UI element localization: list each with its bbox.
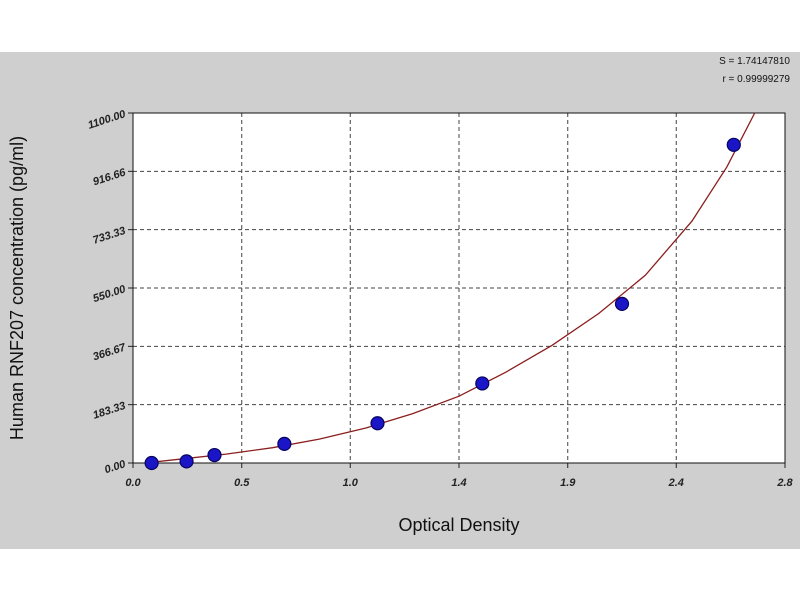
y-tick-label: 733.33 <box>91 225 127 247</box>
point-layer <box>144 137 741 471</box>
y-tick-label: 183.33 <box>91 400 127 422</box>
stat-s: S = 1.74147810 <box>719 56 790 67</box>
y-tick-label: 366.67 <box>91 341 128 363</box>
x-tick-label: 0.0 <box>125 477 141 489</box>
y-axis-title: Human RNF207 concentration (pg/ml) <box>7 136 27 440</box>
data-point <box>614 296 630 312</box>
x-tick-label: 1.9 <box>560 477 576 489</box>
plot-frame <box>132 112 786 464</box>
data-point <box>144 455 159 471</box>
chart-panel: S = 1.74147810 r = 0.99999279 0.0 0.5 1.0 1… <box>0 52 800 549</box>
x-tick-label: 0.5 <box>234 477 250 489</box>
y-tick-label: 550.00 <box>91 283 128 305</box>
chart-svg: 0.0 0.5 1.0 1.4 1.9 2.4 2.8 0.00 183.33 366.67 550… <box>7 108 794 535</box>
grid-layer <box>133 113 785 463</box>
data-point <box>726 137 741 152</box>
data-point <box>277 436 292 452</box>
data-point <box>370 416 385 431</box>
y-tick-label: 916.66 <box>91 166 128 188</box>
x-tick-label: 1.4 <box>451 477 466 489</box>
data-point <box>207 447 222 463</box>
y-tick-label: 0.00 <box>103 458 128 476</box>
stat-r: r = 0.99999279 <box>722 74 790 85</box>
x-tick-label: 1.0 <box>343 477 359 489</box>
data-point <box>475 376 490 391</box>
x-axis-title: Optical Density <box>398 515 519 535</box>
curve-layer <box>144 112 756 464</box>
x-tick-label: 2.8 <box>776 477 793 489</box>
y-tick-label: 1100.00 <box>86 108 128 132</box>
fit-curve-line <box>144 112 756 464</box>
data-point <box>179 454 194 469</box>
x-tick-label: 2.4 <box>668 477 684 489</box>
